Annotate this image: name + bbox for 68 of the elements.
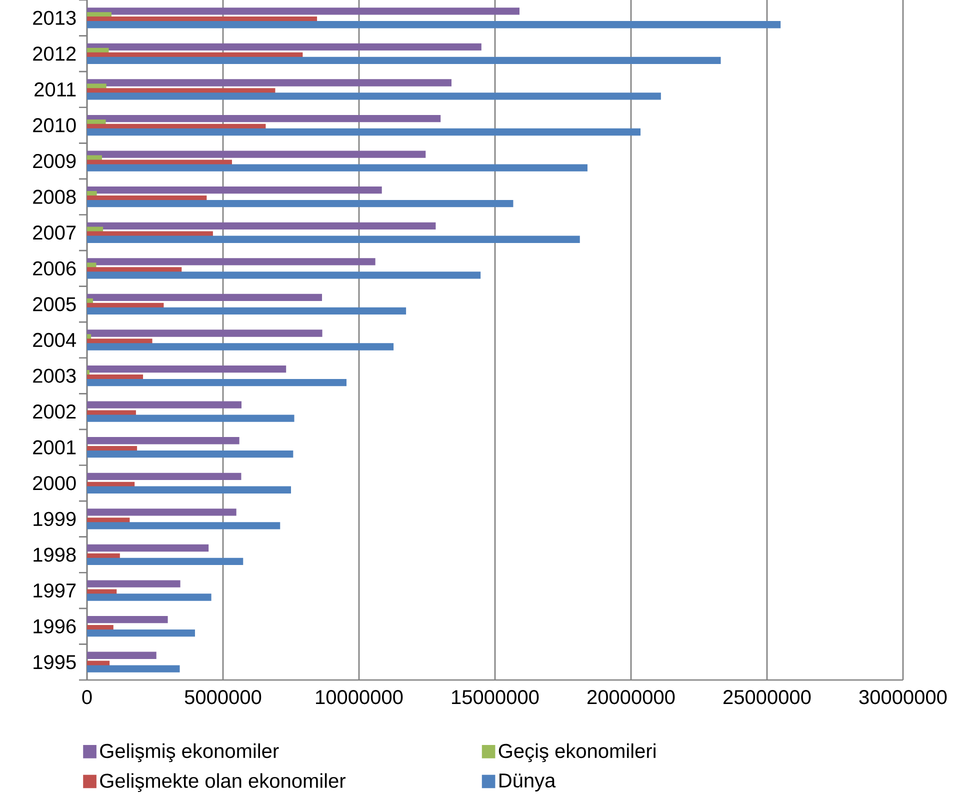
x-tick-label: 10000000: [316, 690, 403, 704]
bar: [87, 186, 382, 194]
y-tick-label: 2011: [34, 82, 76, 97]
y-tick-label: 2005: [33, 297, 76, 312]
x-tick-label: 15000000: [452, 690, 539, 704]
bar: [87, 486, 292, 494]
bar: [87, 150, 426, 158]
legend-label: Gelişmekte olan ekonomiler: [100, 773, 346, 792]
bar: [87, 330, 322, 337]
bar: [87, 365, 286, 373]
y-tick-label: 2007: [33, 226, 76, 240]
y-tick-label: 1998: [34, 548, 76, 562]
y-tick-label: 1999: [34, 512, 76, 526]
bar: [87, 594, 212, 601]
y-tick-label: 2001: [33, 440, 76, 454]
bar: [87, 378, 346, 386]
legend-label: Dünya: [500, 774, 556, 792]
bar: [87, 508, 236, 516]
bar: [87, 629, 195, 637]
x-tick-label: 20000000: [588, 690, 675, 704]
bar: [87, 56, 721, 64]
x-tick-label: 25000000: [724, 690, 811, 704]
bar: [87, 580, 180, 588]
y-tick-label: 2009: [33, 154, 76, 168]
bar: [87, 8, 520, 15]
bar: [87, 343, 394, 350]
y-tick-label: 1997: [34, 583, 76, 598]
bar: [87, 258, 376, 266]
bar: [87, 21, 781, 28]
bar: [87, 114, 441, 122]
y-tick-label: 1995: [34, 655, 76, 670]
bar: [87, 414, 294, 422]
bar: [87, 665, 180, 672]
y-tick-label: 2013: [33, 10, 76, 25]
bar: [87, 43, 482, 51]
y-tick-label: 2012: [33, 46, 76, 61]
bar: [87, 558, 244, 566]
bar: [87, 544, 209, 552]
y-tick-label: 2008: [33, 190, 76, 204]
bar: [87, 450, 294, 458]
x-tick-label: 0: [82, 690, 92, 704]
y-tick-label: 2002: [33, 404, 76, 419]
bar: [87, 401, 242, 408]
y-tick-label: 2004: [33, 332, 76, 348]
bar: [87, 164, 588, 172]
x-tick-label: 5000000: [184, 690, 262, 704]
bar: [87, 472, 242, 480]
y-tick-label: 2010: [33, 118, 76, 132]
y-tick-label: 1996: [34, 619, 76, 634]
y-tick-label: 2000: [33, 476, 76, 490]
bar: [87, 272, 481, 279]
y-tick-label: 2003: [33, 368, 76, 383]
bar: [87, 307, 406, 315]
bar: [87, 294, 322, 302]
y-tick-label: 2006: [33, 261, 76, 276]
bar: [87, 79, 452, 86]
bar: [87, 92, 661, 100]
x-tick-label: 30000000: [859, 690, 947, 704]
bar: [87, 437, 240, 444]
bar: [87, 200, 514, 208]
bar: [87, 222, 436, 230]
bar: [87, 616, 168, 624]
legend-label: Geçiş ekonomileri: [498, 743, 656, 762]
bar: [87, 652, 156, 659]
legend-label: Gelişmiş ekonomiler: [100, 743, 279, 762]
bar: [87, 522, 280, 530]
bar: [87, 128, 641, 136]
bar: [87, 236, 580, 243]
